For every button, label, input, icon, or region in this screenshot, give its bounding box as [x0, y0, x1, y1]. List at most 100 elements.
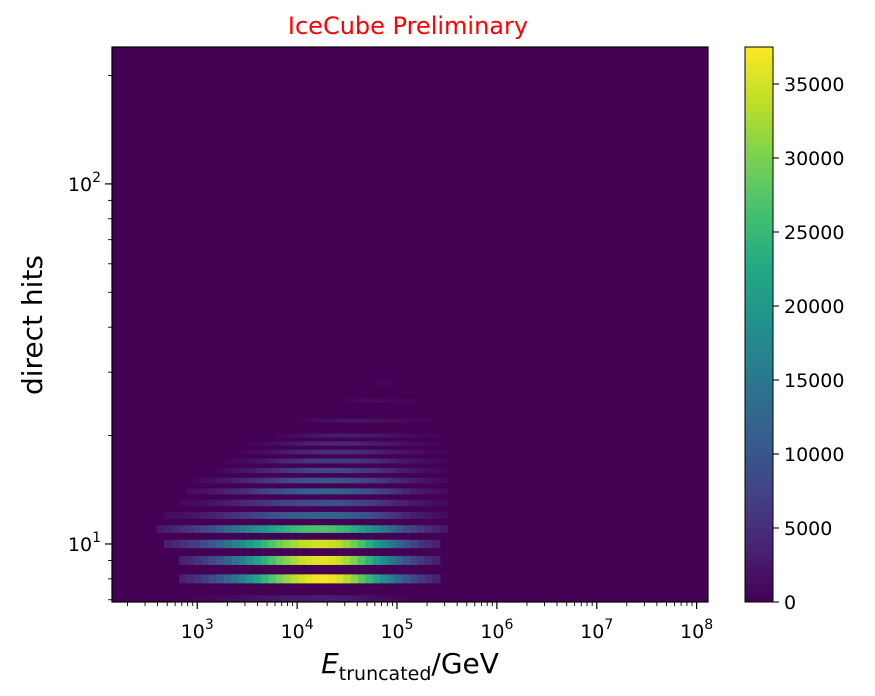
- heatmap-cell: [320, 467, 329, 474]
- heatmap-cell: [410, 441, 419, 446]
- heatmap-cell: [424, 477, 433, 484]
- heatmap-cell: [424, 488, 433, 495]
- heatmap-cell: [223, 467, 232, 474]
- heatmap-cell: [208, 488, 217, 495]
- heatmap-cell: [261, 525, 270, 533]
- heatmap-cell: [357, 467, 366, 474]
- heatmap-cell: [357, 525, 366, 533]
- heatmap-cell: [193, 595, 202, 602]
- heatmap-cell: [238, 525, 247, 533]
- y-axis-label: direct hits: [16, 255, 49, 395]
- heatmap-cell: [261, 441, 270, 446]
- plot-background: [112, 47, 708, 602]
- heatmap-cell: [350, 574, 359, 584]
- heatmap-cell: [395, 525, 404, 533]
- heatmap-cell: [424, 539, 433, 549]
- heatmap-cell: [357, 458, 366, 464]
- heatmap-cell: [164, 511, 173, 519]
- heatmap-cell: [231, 458, 240, 464]
- heatmap-cell: [246, 595, 255, 602]
- heatmap-cell: [305, 433, 314, 438]
- heatmap-cell: [350, 555, 359, 565]
- heatmap-cell: [342, 595, 351, 602]
- heatmap-cell: [201, 525, 210, 533]
- heatmap-cell: [216, 595, 225, 602]
- x-tick-label: 108: [680, 617, 713, 643]
- heatmap-cell: [253, 539, 262, 549]
- heatmap-cell: [290, 539, 299, 549]
- heatmap-cell: [350, 467, 359, 474]
- heatmap-cell: [253, 477, 262, 484]
- heatmap-cell: [432, 477, 441, 484]
- heatmap-cell: [238, 467, 247, 474]
- x-tick-label: 106: [480, 617, 513, 643]
- heatmap-cell: [246, 525, 255, 533]
- heatmap-cell: [223, 488, 232, 495]
- heatmap-cell: [216, 467, 225, 474]
- heatmap-cell: [342, 539, 351, 549]
- heatmap-cell: [350, 433, 359, 438]
- heatmap-cell: [223, 511, 232, 519]
- heatmap-cell: [350, 441, 359, 446]
- heatmap-cell: [432, 555, 441, 565]
- heatmap-cell: [283, 458, 292, 464]
- heatmap-cell: [372, 418, 381, 423]
- heatmap-cell: [261, 477, 270, 484]
- heatmap-cell: [417, 433, 426, 438]
- heatmap-cell: [432, 488, 441, 495]
- heatmap-cell: [283, 433, 292, 438]
- heatmap-cell: [365, 458, 374, 464]
- heatmap-cell: [387, 499, 396, 507]
- heatmap-cell: [365, 574, 374, 584]
- heatmap-cell: [305, 539, 314, 549]
- heatmap-cell: [342, 398, 351, 403]
- heatmap-cell: [268, 574, 277, 584]
- heatmap-cell: [305, 488, 314, 495]
- y-tick-label: 101: [68, 530, 101, 556]
- heatmap-cell: [268, 488, 277, 495]
- heatmap-cell: [216, 477, 225, 484]
- heatmap-cell: [380, 458, 389, 464]
- heatmap-cell: [410, 499, 419, 507]
- heatmap-cell: [313, 525, 322, 533]
- heatmap-cell: [305, 595, 314, 602]
- heatmap-cell: [424, 449, 433, 455]
- heatmap-cell: [238, 595, 247, 602]
- heatmap-cell: [395, 433, 404, 438]
- heatmap-cell: [268, 555, 277, 565]
- heatmap-cell: [357, 574, 366, 584]
- heatmap-cell: [387, 539, 396, 549]
- heatmap-cell: [439, 449, 448, 455]
- heatmap-cell: [283, 441, 292, 446]
- heatmap-cell: [275, 467, 284, 474]
- heatmap-cell: [439, 525, 448, 533]
- heatmap-cell: [342, 433, 351, 438]
- heatmap-cell: [238, 511, 247, 519]
- heatmap-cell: [320, 499, 329, 507]
- heatmap-cell: [380, 398, 389, 403]
- heatmap-cell: [387, 398, 396, 403]
- heatmap-cell: [164, 539, 173, 549]
- heatmap-cell: [365, 555, 374, 565]
- heatmap-cell: [193, 539, 202, 549]
- heatmap-cell: [283, 595, 292, 602]
- heatmap-cell: [372, 433, 381, 438]
- heatmap-cell: [216, 511, 225, 519]
- heatmap-cell: [223, 555, 232, 565]
- heatmap-cell: [335, 511, 344, 519]
- heatmap-cell: [320, 574, 329, 584]
- heatmap-cell: [298, 449, 307, 455]
- heatmap-cell: [380, 499, 389, 507]
- heatmap-cell: [193, 525, 202, 533]
- heatmap-cell: [283, 511, 292, 519]
- heatmap-cell: [253, 511, 262, 519]
- heatmap-cell: [417, 458, 426, 464]
- heatmap-cell: [283, 499, 292, 507]
- heatmap-cell: [402, 539, 411, 549]
- heatmap-cell: [387, 380, 396, 385]
- heatmap-cell: [410, 449, 419, 455]
- heatmap-cell: [223, 595, 232, 602]
- heatmap-cell: [186, 488, 195, 495]
- heatmap-cell: [439, 511, 448, 519]
